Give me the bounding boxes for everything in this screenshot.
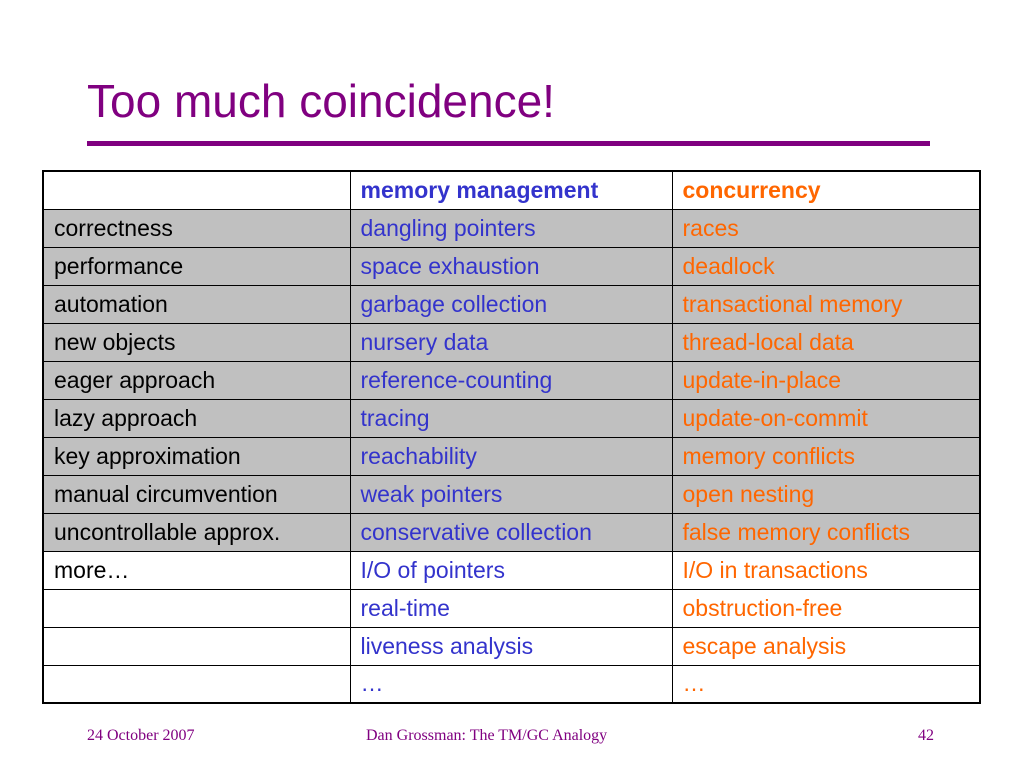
table-cell-memory-management: weak pointers <box>349 474 673 514</box>
table-cell-concurrency: escape analysis <box>671 626 981 666</box>
table-cell-concurrency: false memory conflicts <box>671 512 981 552</box>
table-cell-memory-management: liveness analysis <box>349 626 673 666</box>
table-cell-memory-management: conservative collection <box>349 512 673 552</box>
table-row: uncontrollable approx. conservative colle… <box>42 512 981 552</box>
table-cell-concurrency: I/O in transactions <box>671 550 981 590</box>
table-cell-concurrency: … <box>671 664 981 704</box>
table-cell-concurrency: memory conflicts <box>671 436 981 476</box>
table-cell-concurrency: races <box>671 208 981 248</box>
table-cell-concurrency: thread-local data <box>671 322 981 362</box>
table-cell-memory-management: garbage collection <box>349 284 673 324</box>
table-row: correctness dangling pointers races <box>42 208 981 248</box>
table-header-row: memory management concurrency <box>42 170 981 210</box>
table-cell-concept: key approximation <box>42 436 351 476</box>
header-cell-empty <box>42 170 351 210</box>
table-cell-concept: lazy approach <box>42 398 351 438</box>
table-cell-memory-management: dangling pointers <box>349 208 673 248</box>
table-cell-concept: uncontrollable approx. <box>42 512 351 552</box>
title-underline <box>87 141 930 146</box>
comparison-table: memory management concurrency correctnes… <box>42 170 981 704</box>
table-row: …… <box>42 664 981 704</box>
footer-page-number: 42 <box>918 727 934 744</box>
table-cell-concept <box>42 588 351 628</box>
table-cell-memory-management: real-time <box>349 588 673 628</box>
header-cell-concurrency: concurrency <box>671 170 981 210</box>
header-cell-memory-management: memory management <box>349 170 673 210</box>
table-cell-concept <box>42 664 351 704</box>
table-row: performance space exhaustion deadlock <box>42 246 981 286</box>
table-cell-concurrency: obstruction-free <box>671 588 981 628</box>
table-row: manual circumvention weak pointers open ne… <box>42 474 981 514</box>
table-cell-concept: performance <box>42 246 351 286</box>
table-cell-memory-management: reachability <box>349 436 673 476</box>
table-cell-concept: automation <box>42 284 351 324</box>
table-cell-concurrency: update-on-commit <box>671 398 981 438</box>
table-cell-concurrency: deadlock <box>671 246 981 286</box>
table-cell-concept: manual circumvention <box>42 474 351 514</box>
table-row: eager approach reference-counting update-i… <box>42 360 981 400</box>
table-row: liveness analysis escape analysis <box>42 626 981 666</box>
table-row: lazy approach tracing update-on-commit <box>42 398 981 438</box>
table-cell-concurrency: update-in-place <box>671 360 981 400</box>
table-cell-memory-management: … <box>349 664 673 704</box>
table-cell-concurrency: open nesting <box>671 474 981 514</box>
table-body: memory management concurrency correctnes… <box>42 170 981 704</box>
table-cell-concept: new objects <box>42 322 351 362</box>
table-row: automation garbage collection transactiona… <box>42 284 981 324</box>
slide-title: Too much coincidence! <box>87 75 555 127</box>
table-cell-concept <box>42 626 351 666</box>
table-cell-concept: eager approach <box>42 360 351 400</box>
table-row: new objects nursery data thread-local data <box>42 322 981 362</box>
table-cell-memory-management: tracing <box>349 398 673 438</box>
table-row: more… I/O of pointers I/O in transactions <box>42 550 981 590</box>
table-row: key approximation reachability memory conf… <box>42 436 981 476</box>
table-cell-memory-management: space exhaustion <box>349 246 673 286</box>
table-cell-concurrency: transactional memory <box>671 284 981 324</box>
footer-date: 24 October 2007 <box>87 727 195 744</box>
table-cell-memory-management: reference-counting <box>349 360 673 400</box>
table-row: real-time obstruction-free <box>42 588 981 628</box>
table-cell-concept: correctness <box>42 208 351 248</box>
table-cell-concept: more… <box>42 550 351 590</box>
table-cell-memory-management: I/O of pointers <box>349 550 673 590</box>
table-cell-memory-management: nursery data <box>349 322 673 362</box>
footer-talk-title: Dan Grossman: The TM/GC Analogy <box>366 727 608 744</box>
